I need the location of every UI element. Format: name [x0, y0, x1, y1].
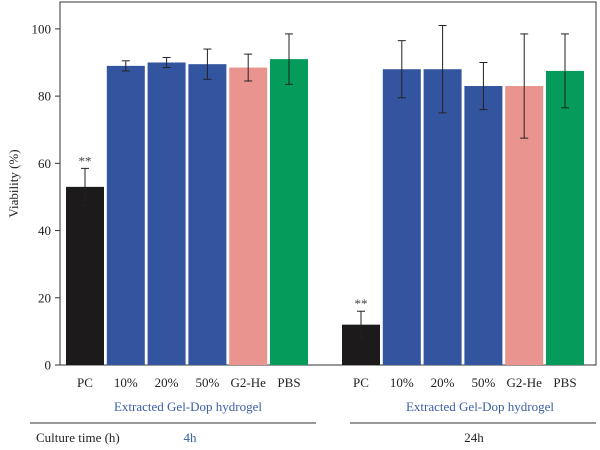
x-tick-label: 50% — [471, 375, 495, 390]
x-tick-label: PBS — [553, 375, 576, 390]
x-tick-label: 20% — [431, 375, 455, 390]
bar — [464, 86, 503, 366]
bars: ** ** — [66, 25, 584, 366]
x-tick-label: PC — [77, 375, 93, 390]
y-tick-label: 100 — [32, 21, 52, 36]
y-tick-label: 20 — [38, 290, 51, 305]
bar — [66, 186, 104, 365]
group-caption: Extracted Gel-Dop hydrogel — [114, 399, 262, 414]
bar — [229, 67, 268, 366]
bar — [382, 69, 421, 365]
bar — [147, 62, 186, 365]
significance-marker: ** — [355, 296, 368, 311]
y-axis: 0 20 40 60 80 100 Viability (%) — [6, 21, 60, 373]
y-tick-label: 60 — [38, 156, 51, 171]
bar — [423, 69, 462, 365]
bar — [270, 59, 308, 366]
x-tick-label: 50% — [195, 375, 219, 390]
x-tick-label: G2-He — [231, 375, 267, 390]
y-tick-label: 0 — [45, 358, 52, 373]
bar — [188, 64, 227, 366]
bar — [106, 65, 145, 365]
x-axis-labels: PC 10% 20% 50% G2-He PBS PC 10% 20% 50% G2-He PBS — [77, 375, 577, 390]
y-tick-label: 80 — [38, 89, 51, 104]
x-tick-label: PBS — [277, 375, 300, 390]
y-tick-label: 40 — [38, 223, 51, 238]
bar — [546, 70, 584, 366]
time-label: 4h — [184, 430, 198, 445]
x-tick-label: G2-He — [507, 375, 543, 390]
x-tick-label: 10% — [390, 375, 414, 390]
x-tick-label: PC — [353, 375, 369, 390]
y-axis-title: Viability (%) — [6, 149, 21, 217]
x-tick-label: 20% — [155, 375, 179, 390]
plot-frame — [59, 1, 597, 366]
group-caption: Extracted Gel-Dop hydrogel — [406, 399, 554, 414]
time-label: 24h — [464, 430, 484, 445]
group-footer: Extracted Gel-Dop hydrogel Extracted Gel-… — [30, 399, 596, 445]
x-tick-label: 10% — [114, 375, 138, 390]
significance-marker: ** — [79, 153, 92, 168]
plot-border — [59, 1, 597, 366]
row-label: Culture time (h) — [36, 430, 120, 445]
